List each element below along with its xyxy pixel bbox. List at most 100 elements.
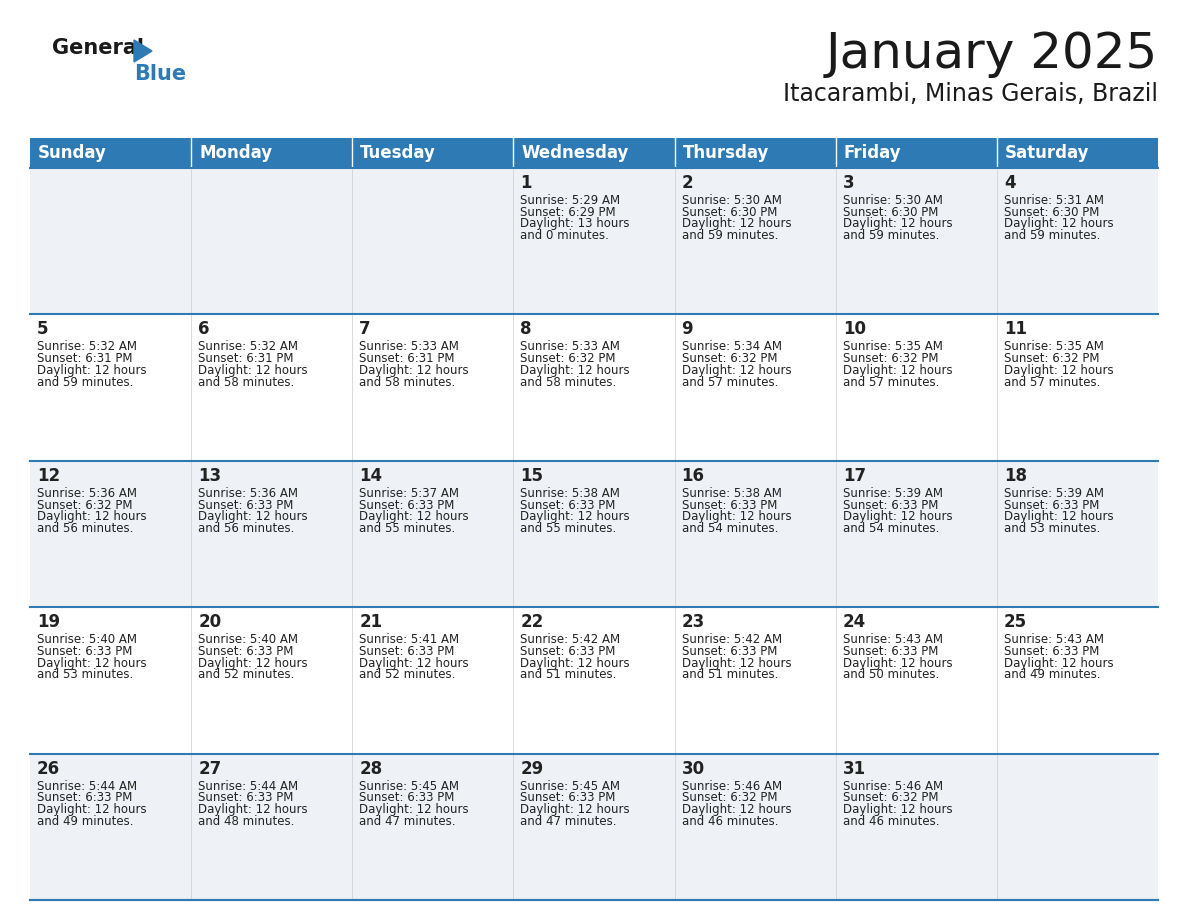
Text: 1: 1 bbox=[520, 174, 532, 192]
Text: and 59 minutes.: and 59 minutes. bbox=[37, 375, 133, 388]
Text: and 57 minutes.: and 57 minutes. bbox=[1004, 375, 1100, 388]
Text: 12: 12 bbox=[37, 466, 61, 485]
Text: Sunrise: 5:30 AM: Sunrise: 5:30 AM bbox=[682, 194, 782, 207]
Text: Daylight: 12 hours: Daylight: 12 hours bbox=[359, 364, 469, 377]
Text: Daylight: 12 hours: Daylight: 12 hours bbox=[1004, 510, 1113, 523]
Text: and 53 minutes.: and 53 minutes. bbox=[37, 668, 133, 681]
Text: and 58 minutes.: and 58 minutes. bbox=[359, 375, 455, 388]
Text: Sunset: 6:32 PM: Sunset: 6:32 PM bbox=[520, 353, 615, 365]
Bar bbox=[513, 138, 675, 168]
Text: and 55 minutes.: and 55 minutes. bbox=[520, 522, 617, 535]
Text: 9: 9 bbox=[682, 320, 693, 339]
Text: 8: 8 bbox=[520, 320, 532, 339]
Text: and 57 minutes.: and 57 minutes. bbox=[842, 375, 939, 388]
Text: Daylight: 12 hours: Daylight: 12 hours bbox=[1004, 656, 1113, 669]
Text: Sunrise: 5:38 AM: Sunrise: 5:38 AM bbox=[682, 487, 782, 499]
Text: and 56 minutes.: and 56 minutes. bbox=[37, 522, 133, 535]
Text: Sunset: 6:29 PM: Sunset: 6:29 PM bbox=[520, 206, 617, 218]
Text: Sunset: 6:33 PM: Sunset: 6:33 PM bbox=[520, 791, 615, 804]
Text: Sunset: 6:32 PM: Sunset: 6:32 PM bbox=[842, 791, 939, 804]
Text: 17: 17 bbox=[842, 466, 866, 485]
Text: Itacarambi, Minas Gerais, Brazil: Itacarambi, Minas Gerais, Brazil bbox=[783, 82, 1158, 106]
Text: Daylight: 12 hours: Daylight: 12 hours bbox=[1004, 218, 1113, 230]
Bar bbox=[353, 138, 513, 168]
Text: Sunset: 6:33 PM: Sunset: 6:33 PM bbox=[359, 791, 455, 804]
Text: Sunset: 6:32 PM: Sunset: 6:32 PM bbox=[842, 353, 939, 365]
Text: and 51 minutes.: and 51 minutes. bbox=[682, 668, 778, 681]
Text: Blue: Blue bbox=[134, 64, 187, 84]
Bar bbox=[835, 138, 997, 168]
Text: Daylight: 12 hours: Daylight: 12 hours bbox=[37, 656, 146, 669]
Text: Sunset: 6:33 PM: Sunset: 6:33 PM bbox=[359, 645, 455, 658]
Text: 27: 27 bbox=[198, 759, 221, 778]
Text: 24: 24 bbox=[842, 613, 866, 632]
Text: Daylight: 12 hours: Daylight: 12 hours bbox=[520, 510, 630, 523]
Text: and 47 minutes.: and 47 minutes. bbox=[520, 815, 617, 828]
Text: 2: 2 bbox=[682, 174, 693, 192]
Text: Daylight: 13 hours: Daylight: 13 hours bbox=[520, 218, 630, 230]
Text: Tuesday: Tuesday bbox=[360, 144, 436, 162]
Text: January 2025: January 2025 bbox=[826, 30, 1158, 78]
Text: 23: 23 bbox=[682, 613, 704, 632]
Text: Sunset: 6:33 PM: Sunset: 6:33 PM bbox=[520, 498, 615, 511]
Bar bbox=[30, 461, 1158, 607]
Text: Sunset: 6:32 PM: Sunset: 6:32 PM bbox=[37, 498, 133, 511]
Text: and 58 minutes.: and 58 minutes. bbox=[520, 375, 617, 388]
Text: and 58 minutes.: and 58 minutes. bbox=[198, 375, 295, 388]
Text: Sunrise: 5:32 AM: Sunrise: 5:32 AM bbox=[198, 341, 298, 353]
Text: Monday: Monday bbox=[200, 144, 272, 162]
Text: Sunrise: 5:39 AM: Sunrise: 5:39 AM bbox=[1004, 487, 1104, 499]
Text: Daylight: 12 hours: Daylight: 12 hours bbox=[682, 510, 791, 523]
Text: Sunrise: 5:43 AM: Sunrise: 5:43 AM bbox=[842, 633, 943, 646]
Text: Daylight: 12 hours: Daylight: 12 hours bbox=[198, 510, 308, 523]
Text: and 0 minutes.: and 0 minutes. bbox=[520, 230, 609, 242]
Text: and 47 minutes.: and 47 minutes. bbox=[359, 815, 456, 828]
Text: Sunset: 6:31 PM: Sunset: 6:31 PM bbox=[37, 353, 133, 365]
Text: Sunrise: 5:45 AM: Sunrise: 5:45 AM bbox=[520, 779, 620, 792]
Bar bbox=[675, 138, 835, 168]
Polygon shape bbox=[134, 40, 152, 62]
Text: Daylight: 12 hours: Daylight: 12 hours bbox=[842, 510, 953, 523]
Text: 26: 26 bbox=[37, 759, 61, 778]
Text: Sunset: 6:33 PM: Sunset: 6:33 PM bbox=[842, 645, 939, 658]
Text: and 57 minutes.: and 57 minutes. bbox=[682, 375, 778, 388]
Text: Sunrise: 5:35 AM: Sunrise: 5:35 AM bbox=[842, 341, 942, 353]
Text: Sunrise: 5:40 AM: Sunrise: 5:40 AM bbox=[37, 633, 137, 646]
Text: Saturday: Saturday bbox=[1005, 144, 1089, 162]
Text: General: General bbox=[52, 38, 144, 58]
Text: Daylight: 12 hours: Daylight: 12 hours bbox=[359, 656, 469, 669]
Text: Sunset: 6:30 PM: Sunset: 6:30 PM bbox=[1004, 206, 1099, 218]
Text: 29: 29 bbox=[520, 759, 544, 778]
Text: Daylight: 12 hours: Daylight: 12 hours bbox=[520, 656, 630, 669]
Bar bbox=[30, 754, 1158, 900]
Text: Daylight: 12 hours: Daylight: 12 hours bbox=[198, 803, 308, 816]
Text: Daylight: 12 hours: Daylight: 12 hours bbox=[37, 803, 146, 816]
Text: Sunset: 6:30 PM: Sunset: 6:30 PM bbox=[682, 206, 777, 218]
Bar bbox=[30, 168, 1158, 314]
Text: Sunrise: 5:31 AM: Sunrise: 5:31 AM bbox=[1004, 194, 1104, 207]
Text: Wednesday: Wednesday bbox=[522, 144, 628, 162]
Text: Sunrise: 5:33 AM: Sunrise: 5:33 AM bbox=[359, 341, 459, 353]
Text: 21: 21 bbox=[359, 613, 383, 632]
Text: and 59 minutes.: and 59 minutes. bbox=[682, 230, 778, 242]
Text: and 55 minutes.: and 55 minutes. bbox=[359, 522, 455, 535]
Text: Daylight: 12 hours: Daylight: 12 hours bbox=[1004, 364, 1113, 377]
Text: Daylight: 12 hours: Daylight: 12 hours bbox=[359, 510, 469, 523]
Text: Sunset: 6:32 PM: Sunset: 6:32 PM bbox=[1004, 353, 1099, 365]
Text: and 54 minutes.: and 54 minutes. bbox=[842, 522, 939, 535]
Text: Daylight: 12 hours: Daylight: 12 hours bbox=[842, 803, 953, 816]
Text: and 46 minutes.: and 46 minutes. bbox=[682, 815, 778, 828]
Text: Daylight: 12 hours: Daylight: 12 hours bbox=[682, 656, 791, 669]
Text: 20: 20 bbox=[198, 613, 221, 632]
Text: 4: 4 bbox=[1004, 174, 1016, 192]
Text: Sunset: 6:33 PM: Sunset: 6:33 PM bbox=[198, 791, 293, 804]
Text: and 59 minutes.: and 59 minutes. bbox=[842, 230, 939, 242]
Text: Sunrise: 5:37 AM: Sunrise: 5:37 AM bbox=[359, 487, 460, 499]
Text: Sunrise: 5:46 AM: Sunrise: 5:46 AM bbox=[842, 779, 943, 792]
Text: Sunrise: 5:42 AM: Sunrise: 5:42 AM bbox=[520, 633, 620, 646]
Text: Sunset: 6:33 PM: Sunset: 6:33 PM bbox=[1004, 645, 1099, 658]
Text: Daylight: 12 hours: Daylight: 12 hours bbox=[198, 656, 308, 669]
Text: Sunset: 6:31 PM: Sunset: 6:31 PM bbox=[359, 353, 455, 365]
Text: Daylight: 12 hours: Daylight: 12 hours bbox=[682, 803, 791, 816]
Text: and 52 minutes.: and 52 minutes. bbox=[359, 668, 456, 681]
